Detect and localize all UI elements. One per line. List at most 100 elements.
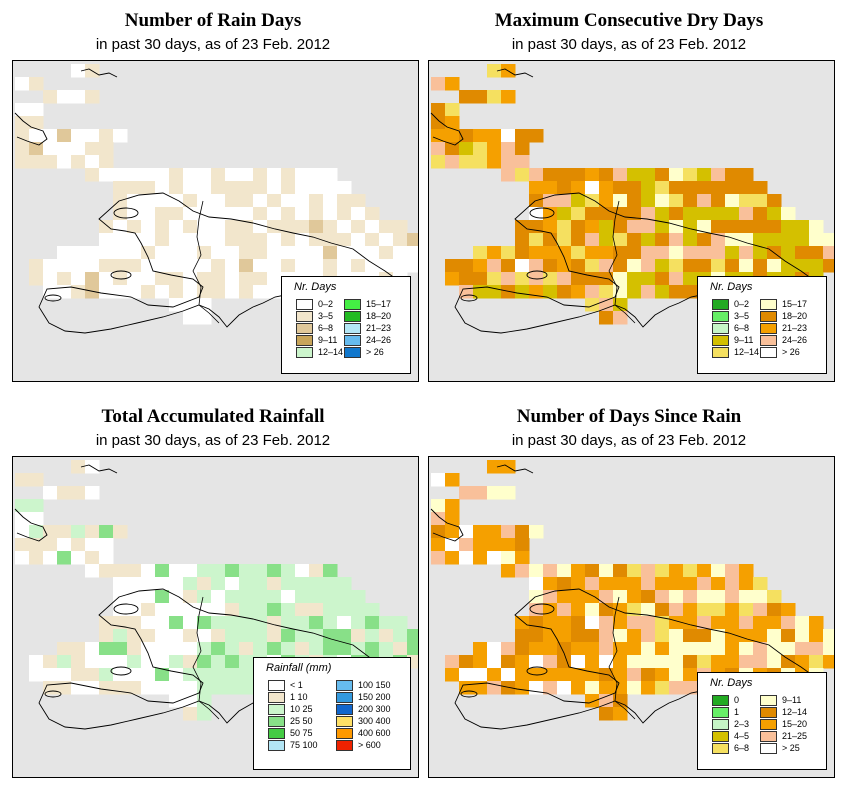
grid-cell [99,259,114,273]
grid-cell [529,168,544,182]
grid-cell [585,681,600,695]
grid-cell [351,207,366,221]
island-outline [454,192,824,334]
grid-cell [655,655,670,669]
grid-cell [459,668,474,682]
grid-cell [445,116,460,130]
grid-cell [225,577,240,591]
grid-cell [627,168,642,182]
grid-cell [515,564,530,578]
grid-cell [155,655,170,669]
grid-cell [711,564,726,578]
grid-cell [823,259,834,273]
grid-cell [613,259,628,273]
grid-cell [267,233,282,247]
grid-cell [599,233,614,247]
grid-cell [71,246,86,260]
grid-cell [641,603,656,617]
island-outline [38,192,408,334]
grid-cell [543,642,558,656]
grid-cell [43,272,58,286]
grid-cell [253,259,268,273]
grid-cell [515,525,530,539]
grid-cell [141,655,156,669]
grid-cell [99,155,114,169]
grid-cell [281,577,296,591]
grid-cell [543,603,558,617]
grid-cell [571,168,586,182]
grid-cell [809,642,824,656]
grid-cell [253,220,268,234]
legend-swatch [336,692,353,703]
grid-cell [571,590,586,604]
grid-cell [155,285,170,299]
legend-swatch [268,704,285,715]
islet [460,294,478,302]
grid-cell [169,181,184,195]
grid-cell [697,629,712,643]
grid-cell [655,181,670,195]
grid-cell [113,655,128,669]
grid-cell [557,564,572,578]
grid-cell [669,194,684,208]
grid-cell [487,668,502,682]
legend-label: 100 150 [358,680,391,690]
grid-cell [29,259,44,273]
grid-cell [71,525,86,539]
grid-cell [309,603,324,617]
grid-cell [141,681,156,695]
grid-cell [571,655,586,669]
grid-cell [253,168,268,182]
map-frame: Rainfall (mm) < 1 1 10 10 25 25 50 50 75 75 1… [12,456,419,778]
grid-cell [155,194,170,208]
grid-cell [309,246,324,260]
grid-cell [85,538,100,552]
grid-cell [487,155,502,169]
legend-label: 200 300 [358,704,391,714]
grid-cell [281,590,296,604]
grid-cell [393,642,408,656]
grid-cell [473,129,488,143]
grid-cell [753,616,768,630]
grid-cell [379,233,394,247]
grid-cell [823,655,834,669]
grid-cell [599,590,614,604]
grid-cell [155,181,170,195]
grid-cell [309,168,324,182]
grid-cell [225,272,240,286]
grid-cell [169,194,184,208]
grid-cell [407,246,418,260]
grid-cell [655,577,670,591]
grid-cell [599,603,614,617]
grid-cell [99,616,114,630]
grid-cell [515,129,530,143]
panel-title: Number of Rain Days [124,10,302,31]
grid-cell [141,616,156,630]
grid-cell [515,681,530,695]
grid-cell [515,142,530,156]
grid-cell [613,233,628,247]
grid-cell [57,538,72,552]
grid-cell [557,181,572,195]
grid-cell [141,168,156,182]
grid-cell [379,642,394,656]
grid-cell [113,577,128,591]
grid-cell [337,642,352,656]
grid-cell [141,285,156,299]
grid-cell [197,233,212,247]
grid-cell [169,577,184,591]
grid-cell [85,642,100,656]
grid-cell [127,181,142,195]
grid-cell [155,564,170,578]
grid-cell [655,603,670,617]
grid-cell [43,486,58,500]
grid-cell [141,220,156,234]
grid-cell [683,616,698,630]
grid-cell [85,246,100,260]
grid-cell [253,181,268,195]
grid-cell [557,668,572,682]
grid-cell [767,616,782,630]
grid-cell [445,103,460,117]
grid-cell [309,259,324,273]
grid-cell [365,246,380,260]
